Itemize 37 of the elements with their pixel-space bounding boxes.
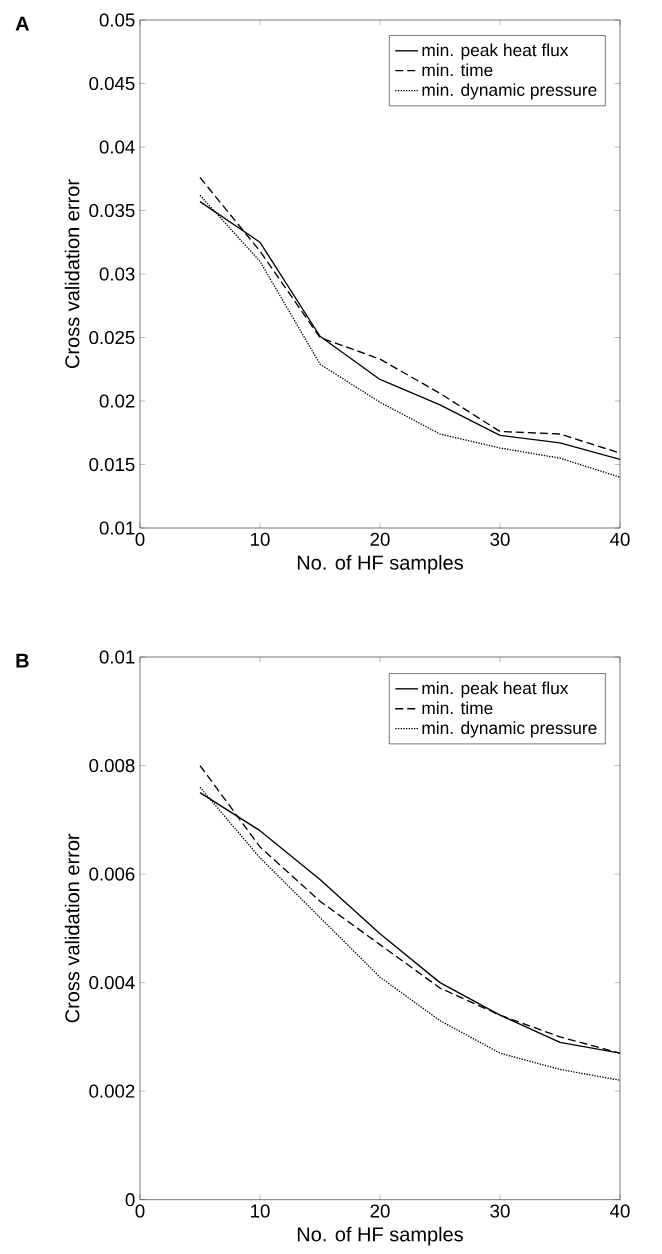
x-tick-label: 0 — [135, 532, 145, 546]
y-axis-title: Cross validation error — [64, 833, 80, 1023]
y-tick-label: 0.01 — [99, 521, 135, 535]
x-tick-label: 10 — [251, 1204, 270, 1218]
x-axis-title: No. of HF samples — [297, 1226, 463, 1246]
legend-label: min. peak heat flux — [422, 43, 569, 60]
x-tick-label: 20 — [370, 1204, 390, 1218]
x-tick-label: 30 — [490, 1204, 510, 1218]
x-tick-label: 40 — [610, 1204, 630, 1218]
y-tick-label: 0 — [125, 1193, 135, 1207]
x-tick-label: 40 — [610, 532, 630, 546]
y-tick-label: 0.04 — [99, 140, 135, 154]
y-tick-label: 0.004 — [89, 975, 135, 990]
chart-title: A — [15, 16, 30, 31]
y-axis-title: Cross validation error — [64, 179, 80, 369]
legend-label: min. peak heat flux — [422, 681, 569, 698]
y-tick-label: 0.05 — [99, 13, 135, 27]
x-tick-label: 0 — [135, 1204, 145, 1218]
y-tick-label: 0.008 — [89, 758, 135, 773]
y-tick-label: 0.015 — [89, 457, 135, 472]
legend-label: min. dynamic pressure — [422, 83, 597, 100]
legend-label: min. time — [422, 63, 493, 77]
x-tick-label: 10 — [251, 532, 270, 546]
y-tick-label: 0.03 — [99, 267, 135, 281]
y-tick-label: 0.002 — [89, 1084, 135, 1098]
y-tick-label: 0.045 — [89, 76, 135, 91]
y-tick-label: 0.025 — [89, 330, 135, 345]
legend-label: min. time — [422, 701, 493, 715]
legend-label: min. dynamic pressure — [422, 721, 597, 738]
y-tick-label: 0.02 — [99, 394, 135, 408]
x-axis-title: No. of HF samples — [297, 555, 463, 574]
chart-title: B — [16, 653, 29, 668]
x-tick-label: 30 — [490, 532, 510, 546]
y-tick-label: 0.01 — [99, 650, 135, 664]
y-tick-label: 0.006 — [89, 867, 135, 881]
y-tick-label: 0.035 — [89, 203, 135, 218]
x-tick-label: 20 — [370, 532, 390, 546]
